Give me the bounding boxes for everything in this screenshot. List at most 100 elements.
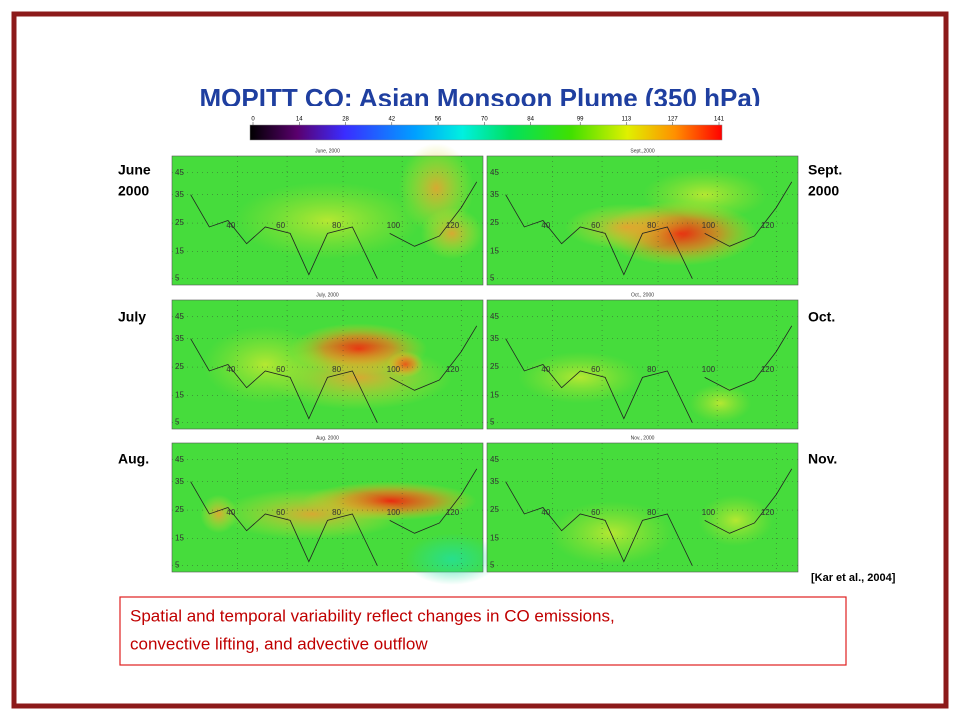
lon-label: 60 — [276, 365, 285, 374]
co-plume — [698, 494, 774, 547]
panel-label: June — [118, 162, 151, 178]
colorbar-tick-label: 113 — [622, 117, 632, 123]
colorbar-tick-label: 141 — [714, 117, 725, 123]
caption-box — [119, 596, 847, 666]
coastline — [190, 325, 478, 423]
panel-label: Aug. — [118, 451, 149, 467]
lon-label: 80 — [647, 221, 656, 230]
lat-label: 45 — [175, 455, 184, 464]
lat-label: 45 — [490, 168, 499, 177]
panel-title: Aug. 2000 — [316, 435, 339, 441]
caption-line: Spatial and temporal variability reflect… — [130, 606, 615, 625]
lon-label: 40 — [541, 365, 550, 374]
map-panel: 45 35 25 15 5 40 60 80 100 120 — [486, 442, 799, 573]
panel-label: 2000 — [808, 183, 839, 199]
lon-label: 120 — [446, 508, 460, 517]
colorbar-tick-label: 84 — [527, 117, 534, 123]
panel-title: July, 2000 — [316, 292, 339, 298]
coastline — [505, 181, 793, 279]
lat-label: 45 — [490, 455, 499, 464]
lat-label: 45 — [490, 312, 499, 321]
lon-label: 120 — [446, 365, 460, 374]
citation: [Kar et al., 2004] — [811, 572, 896, 584]
lat-label: 25 — [490, 218, 499, 227]
panel-title: Sept.,2000 — [630, 148, 654, 154]
lon-label: 100 — [387, 221, 401, 230]
panel-label: Nov. — [808, 451, 837, 467]
colorbar-tick-label: 0 — [251, 117, 255, 123]
lon-label: 40 — [226, 508, 235, 517]
co-plume — [564, 203, 690, 251]
lat-label: 25 — [490, 505, 499, 514]
lon-label: 120 — [761, 221, 775, 230]
co-plume — [689, 383, 752, 423]
lat-label: 15 — [175, 247, 184, 256]
lon-label: 60 — [276, 221, 285, 230]
lat-label: 45 — [175, 168, 184, 177]
lon-label: 40 — [541, 508, 550, 517]
map-panel: 45 35 25 15 5 40 60 80 100 120 — [171, 442, 499, 585]
lat-label: 35 — [175, 334, 184, 343]
lat-label: 15 — [490, 391, 499, 400]
coastline — [505, 325, 793, 423]
lat-label: 35 — [175, 477, 184, 486]
map-panel: 45 35 25 15 5 40 60 80 100 120 — [171, 299, 484, 430]
lon-label: 120 — [761, 508, 775, 517]
lat-label: 5 — [490, 561, 495, 570]
lat-label: 15 — [490, 534, 499, 543]
lat-label: 25 — [175, 505, 184, 514]
lon-label: 80 — [332, 365, 341, 374]
map-panel: 45 35 25 15 5 40 60 80 100 120 — [486, 155, 799, 286]
lon-label: 60 — [591, 221, 600, 230]
lat-label: 5 — [175, 418, 180, 427]
lon-label: 100 — [702, 365, 716, 374]
co-plume — [203, 325, 328, 404]
colorbar-tick-label: 28 — [342, 117, 349, 123]
lon-label: 100 — [387, 508, 401, 517]
lon-label: 120 — [761, 365, 775, 374]
coastline — [190, 468, 478, 566]
lon-label: 60 — [276, 508, 285, 517]
lon-label: 40 — [226, 221, 235, 230]
colorbar-tick-label: 56 — [435, 117, 442, 123]
co-plume — [420, 207, 483, 260]
lat-label: 5 — [490, 418, 495, 427]
co-plume — [405, 533, 499, 585]
colorbar-tick-label: 127 — [668, 117, 679, 123]
coastline — [190, 181, 478, 279]
lon-label: 120 — [446, 221, 460, 230]
co-plume — [642, 168, 767, 221]
colorbar-tick-label: 99 — [577, 117, 584, 123]
map-panel: 45 35 25 15 5 40 60 80 100 120 — [171, 143, 484, 286]
lon-label: 40 — [541, 221, 550, 230]
lat-label: 35 — [490, 334, 499, 343]
lat-label: 25 — [175, 362, 184, 371]
panel-title: Nov., 2000 — [631, 435, 655, 441]
panel-label: Sept. — [808, 162, 842, 178]
lat-label: 25 — [175, 218, 184, 227]
panel-label: 2000 — [118, 183, 149, 199]
co-plume — [234, 181, 421, 260]
lat-label: 5 — [490, 274, 495, 283]
colorbar — [249, 124, 723, 141]
lon-label: 40 — [226, 365, 235, 374]
lon-label: 60 — [591, 508, 600, 517]
map-panel: 45 35 25 15 5 40 60 80 100 120 — [486, 299, 799, 430]
lat-label: 35 — [490, 477, 499, 486]
panel-title: Oct., 2000 — [631, 292, 654, 298]
lon-label: 80 — [332, 221, 341, 230]
lat-label: 45 — [175, 312, 184, 321]
lon-label: 100 — [702, 221, 716, 230]
caption-line: convective lifting, and advective outflo… — [130, 634, 428, 653]
co-plume — [518, 351, 643, 404]
lon-label: 80 — [647, 365, 656, 374]
lat-label: 5 — [175, 561, 180, 570]
colorbar-tick-label: 42 — [388, 117, 395, 123]
colorbar-tick-label: 70 — [481, 117, 488, 123]
lat-label: 35 — [175, 190, 184, 199]
lat-label: 15 — [490, 247, 499, 256]
lon-label: 80 — [647, 508, 656, 517]
panel-title: June, 2000 — [315, 148, 340, 154]
lon-label: 100 — [702, 508, 716, 517]
